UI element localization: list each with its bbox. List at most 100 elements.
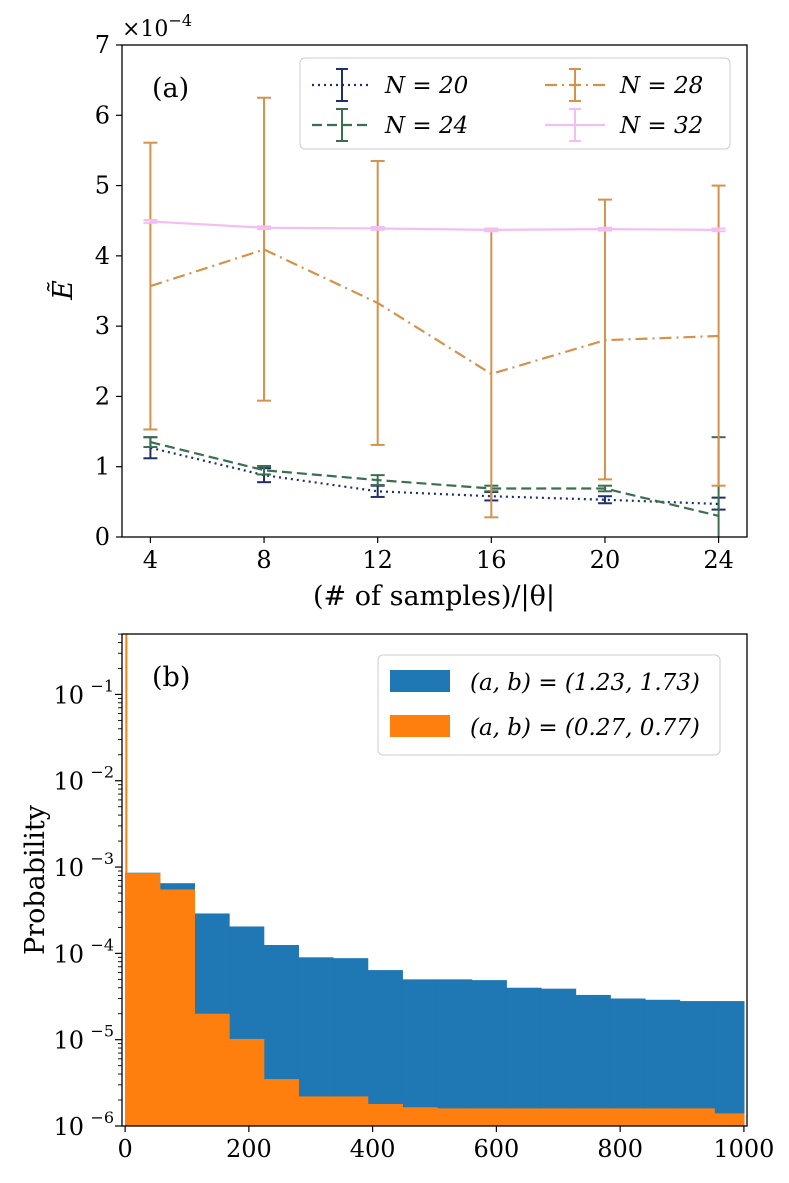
y-tick-exponent: −6	[90, 1108, 114, 1127]
histogram-bar	[298, 1096, 334, 1126]
series-n-32	[143, 219, 726, 233]
histogram-orange	[125, 873, 745, 1126]
y-tick-exponent: −1	[90, 676, 114, 695]
panel-b-legend: (a, b) = (1.23, 1.73) (a, b) = (0.27, 0.…	[377, 654, 721, 756]
y-tick-exponent: −3	[90, 849, 114, 868]
y-tick-label: 3	[95, 312, 110, 340]
legend-label-orange: (a, b) = (0.27, 0.77)	[470, 715, 700, 741]
histogram-bar	[506, 987, 542, 1126]
y-tick-label: 10	[53, 940, 84, 968]
y-tick-exponent: −2	[90, 763, 114, 782]
panel-b-legend-box	[377, 654, 721, 756]
legend-swatch-orange	[390, 715, 450, 737]
x-tick-label: 200	[226, 1135, 272, 1163]
x-tick-label: 400	[350, 1135, 396, 1163]
histogram-bar	[506, 1108, 542, 1126]
y-tick-exponent: −4	[90, 935, 114, 954]
panel-b: 0 200 400 600 800 1000 10−610−510−410−310−210…	[20, 633, 774, 1163]
histogram-bar	[229, 1038, 265, 1126]
series-n-24	[143, 436, 726, 537]
series-line	[150, 220, 719, 231]
x-tick-label: 4	[143, 546, 158, 574]
histogram-bar	[471, 1108, 507, 1126]
histogram-bar	[402, 979, 438, 1126]
y-tick-label: 10	[53, 768, 84, 796]
x-tick-label: 20	[590, 546, 621, 574]
legend-label-n28: N = 28	[619, 73, 703, 99]
histogram-bar	[540, 1108, 577, 1126]
histogram-bar	[610, 1108, 646, 1126]
panel-a-x-axis-title: (# of samples)/|θ|	[313, 581, 555, 612]
histogram-bar	[575, 994, 611, 1126]
histogram-bar	[679, 1001, 715, 1126]
histogram-bar	[333, 1096, 369, 1126]
x-tick-label: 16	[476, 546, 507, 574]
histogram-bar	[436, 979, 473, 1126]
histogram-bar	[159, 889, 196, 1126]
y-tick-label: 0	[95, 523, 110, 551]
legend-label-n20: N = 20	[384, 73, 468, 99]
x-tick-label: 800	[597, 1135, 643, 1163]
panel-b-y-ticks: 10 −6 10 −5 10 −4 10 −3 10 −2 10 −1	[53, 633, 122, 1141]
panel-a-y-multiplier-base: ×10	[122, 17, 168, 42]
histogram-bar	[610, 998, 646, 1126]
y-tick-label: 10	[53, 854, 84, 882]
series-n-20	[143, 436, 726, 511]
panel-b-x-ticks: 0 200 400 600 800 1000	[117, 1126, 774, 1163]
y-tick-label: 7	[95, 31, 110, 59]
series-line	[150, 446, 719, 506]
x-tick-label: 600	[473, 1135, 519, 1163]
histogram-bar	[644, 999, 681, 1126]
panel-b-label: (b)	[152, 662, 190, 693]
panel-a-axes-frame	[121, 44, 748, 538]
panel-a-y-ticks: 0 1 2 3 4 5 6 7	[95, 31, 122, 551]
legend-label-n32: N = 32	[619, 113, 703, 139]
y-tick-exponent: −5	[90, 1022, 114, 1041]
histogram-bar	[367, 1103, 403, 1126]
y-tick-label: 2	[95, 382, 110, 410]
histogram-bar	[540, 988, 577, 1126]
series-line	[150, 441, 719, 517]
y-tick-label: 10	[53, 681, 84, 709]
x-tick-label: 1000	[713, 1135, 774, 1163]
histogram-bar	[367, 970, 403, 1126]
x-tick-label: 8	[256, 546, 271, 574]
series-line	[150, 248, 719, 376]
series-n-28	[143, 96, 726, 519]
histogram-bar	[125, 873, 161, 1126]
x-tick-label: 12	[362, 546, 393, 574]
histogram-bar	[402, 1107, 438, 1126]
y-tick-label: 10	[53, 1113, 84, 1141]
panel-a-legend-items	[312, 68, 605, 142]
y-tick-label: 1	[95, 453, 110, 481]
panel-a-legend-box	[299, 57, 731, 150]
y-tick-label: 10	[53, 1027, 84, 1055]
legend-swatch-blue	[390, 670, 450, 692]
panel-a-x-ticks: 4 8 12 16 20 24	[143, 537, 734, 574]
panel-a-label: (a)	[152, 73, 189, 104]
histogram-bar	[471, 980, 507, 1126]
histogram-bar	[714, 1113, 745, 1126]
histogram-bar	[679, 1108, 715, 1126]
panel-a-y-axis-title: Ẽ	[46, 280, 79, 301]
legend-label-blue: (a, b) = (1.23, 1.73)	[470, 670, 700, 696]
histogram-bar	[575, 1108, 611, 1126]
panel-b-plot-area	[125, 634, 745, 1126]
histogram-bar	[263, 1079, 299, 1126]
histogram-bar	[436, 1108, 473, 1126]
histogram-bar	[714, 1001, 745, 1126]
legend-label-n24: N = 24	[384, 113, 468, 139]
panel-b-y-axis-title: Probability	[20, 804, 51, 955]
y-tick-label: 4	[95, 242, 110, 270]
panel-a-y-multiplier: ×10−4	[122, 11, 192, 42]
x-tick-label: 0	[117, 1135, 132, 1163]
panel-a-plot-area	[143, 96, 726, 537]
panel-a-legend: N = 20 N = 24 N = 28 N = 32	[299, 57, 731, 150]
x-tick-label: 24	[703, 546, 734, 574]
y-tick-label: 6	[95, 101, 110, 129]
y-tick-label: 5	[95, 172, 110, 200]
panel-a-y-multiplier-exp: −4	[168, 11, 192, 30]
histogram-bar	[194, 1013, 230, 1126]
